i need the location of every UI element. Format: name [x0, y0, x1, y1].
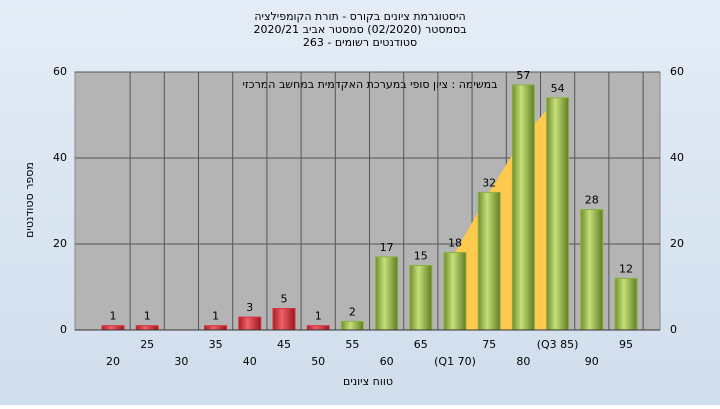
title-line: היסטוגרמת ציונים בקורס - תורת הקומפילציה	[254, 10, 465, 23]
bar	[375, 256, 399, 331]
bar	[580, 209, 604, 331]
y-tick-label: 40	[53, 151, 67, 164]
bar	[546, 97, 570, 331]
x-tick-label: 80	[516, 355, 530, 368]
x-tick-label: 35	[209, 338, 223, 351]
value-label: 15	[414, 250, 428, 263]
bar	[340, 320, 364, 331]
bar	[614, 277, 638, 331]
x-tick-label: (Q1 70)	[434, 355, 476, 368]
bar	[409, 265, 433, 331]
x-tick-label: 55	[345, 338, 359, 351]
bar	[443, 252, 467, 331]
y2-tick-label: 60	[670, 65, 684, 78]
value-label: 1	[110, 310, 117, 323]
bar	[238, 316, 262, 331]
y-tick-label: 20	[53, 237, 67, 250]
bar	[477, 191, 501, 331]
x-tick-label: 90	[585, 355, 599, 368]
bar	[511, 84, 535, 331]
value-label: 18	[448, 237, 462, 250]
bar	[272, 308, 296, 331]
value-label: 12	[619, 262, 633, 275]
y2-tick-label: 20	[670, 237, 684, 250]
x-tick-label: (Q3 85)	[537, 338, 579, 351]
value-label: 1	[315, 310, 322, 323]
x-tick-label: 50	[311, 355, 325, 368]
x-tick-label: 20	[106, 355, 120, 368]
value-label: 17	[380, 241, 394, 254]
value-label: 3	[246, 301, 253, 314]
x-tick-label: 40	[243, 355, 257, 368]
bar	[306, 325, 330, 331]
title-line: סטודנטים רשומים - 263	[303, 36, 417, 49]
x-tick-label: 65	[414, 338, 428, 351]
x-tick-label: 60	[380, 355, 394, 368]
value-label: 1	[212, 310, 219, 323]
value-label: 28	[585, 194, 599, 207]
bar	[135, 325, 159, 331]
y2-tick-label: 40	[670, 151, 684, 164]
x-tick-label: 30	[174, 355, 188, 368]
y-tick-label: 0	[60, 323, 67, 336]
value-label: 2	[349, 305, 356, 318]
x-tick-label: 25	[140, 338, 154, 351]
y-axis-label: מספר סטודנטים	[23, 162, 36, 238]
x-axis-label: טווח ציונים	[343, 375, 393, 388]
x-tick-label: 95	[619, 338, 633, 351]
value-label: 1	[144, 310, 151, 323]
bar	[204, 325, 228, 331]
value-label: 54	[551, 82, 565, 95]
value-label: 57	[516, 69, 530, 82]
value-label: 32	[482, 176, 496, 189]
bar	[101, 325, 125, 331]
value-label: 5	[281, 293, 288, 306]
y2-tick-label: 0	[670, 323, 677, 336]
x-tick-label: 75	[482, 338, 496, 351]
title-line: בסמסטר (02/2020) סמסטר אביב 2020/21	[253, 23, 466, 36]
x-tick-label: 45	[277, 338, 291, 351]
plot-area	[74, 71, 661, 331]
y-tick-label: 60	[53, 65, 67, 78]
